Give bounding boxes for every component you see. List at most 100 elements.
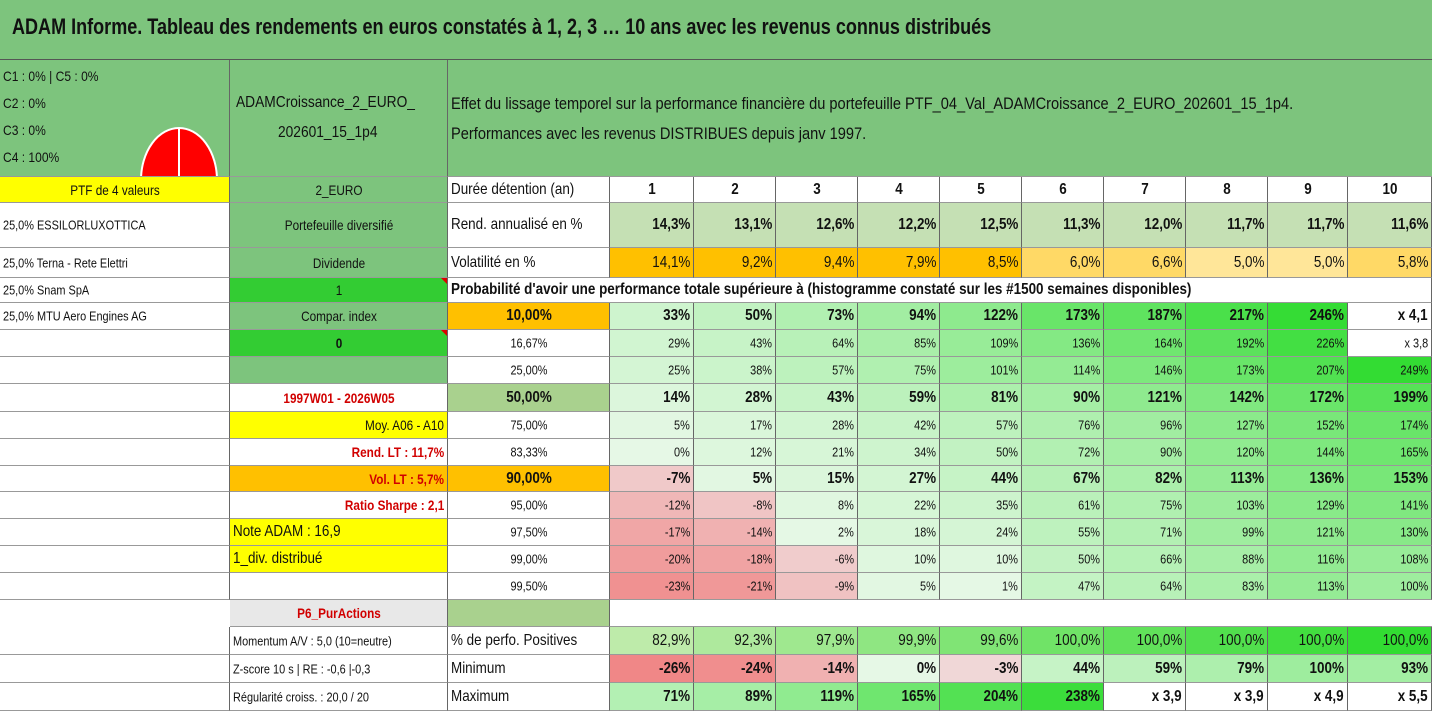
year-header[interactable]: 6 (1022, 177, 1104, 203)
quantile-value[interactable]: 75% (1104, 492, 1186, 519)
side-label[interactable]: Portefeuille diversifié (230, 203, 448, 248)
vol-value[interactable]: 8,5% (940, 248, 1022, 278)
quantile-value[interactable]: 164% (1104, 330, 1186, 357)
quantile-value[interactable]: 25% (610, 357, 694, 384)
rend-value[interactable]: 11,3% (1022, 203, 1104, 248)
quantile-value[interactable]: 121% (1268, 519, 1348, 546)
quantile-value[interactable]: 43% (694, 330, 776, 357)
empty-cell[interactable] (610, 600, 694, 627)
quantile-value[interactable]: 57% (776, 357, 858, 384)
minimum-value[interactable]: -14% (776, 655, 858, 683)
side-label[interactable]: 1997W01 - 2026W05 (230, 384, 448, 412)
quantile-value[interactable]: 172% (1268, 384, 1348, 412)
quantile-value[interactable]: 28% (776, 412, 858, 439)
maximum-value[interactable]: x 3,9 (1104, 683, 1186, 711)
quantile-value[interactable]: 15% (776, 466, 858, 492)
holding-row[interactable]: 25,0% ESSILORLUXOTTICA (0, 203, 230, 248)
quantile-value[interactable]: 14% (610, 384, 694, 412)
quantile-value[interactable]: 42% (858, 412, 940, 439)
quantile-value[interactable]: 43% (776, 384, 858, 412)
quantile-value[interactable]: 109% (940, 330, 1022, 357)
empty-cell[interactable] (0, 357, 230, 384)
quantile-value[interactable]: 113% (1268, 573, 1348, 600)
side-label[interactable]: 0 (230, 330, 448, 357)
minimum-value[interactable]: -24% (694, 655, 776, 683)
quantile-value[interactable]: 55% (1022, 519, 1104, 546)
quantile-value[interactable]: 17% (694, 412, 776, 439)
side-label[interactable]: 1 (230, 278, 448, 303)
empty-cell[interactable] (0, 466, 230, 492)
asset-classes-cell[interactable]: C1 : 0% | C5 : 0% C2 : 0% C3 : 0% C4 : 100% (0, 60, 230, 177)
year-header[interactable]: 9 (1268, 177, 1348, 203)
quantile-value[interactable]: 120% (1186, 439, 1268, 466)
minimum-value[interactable]: 79% (1186, 655, 1268, 683)
side-label[interactable]: Vol. LT : 5,7% (230, 466, 448, 492)
side-label[interactable]: Compar. index (230, 303, 448, 330)
year-header[interactable]: 7 (1104, 177, 1186, 203)
quantile-label[interactable]: 97,50% (448, 519, 610, 546)
empty-cell[interactable] (0, 546, 230, 573)
positive-value[interactable]: 82,9% (610, 627, 694, 655)
quantile-value[interactable]: 5% (610, 412, 694, 439)
quantile-value[interactable]: 85% (858, 330, 940, 357)
quantile-value[interactable]: 101% (940, 357, 1022, 384)
rend-value[interactable]: 12,5% (940, 203, 1022, 248)
quantile-label[interactable]: 75,00% (448, 412, 610, 439)
duration-label[interactable]: Durée détention (an) (448, 177, 610, 203)
quantile-value[interactable]: 165% (1348, 439, 1432, 466)
rend-value[interactable]: 12,0% (1104, 203, 1186, 248)
rend-value[interactable]: 11,7% (1186, 203, 1268, 248)
quantile-label[interactable]: 16,67% (448, 330, 610, 357)
maximum-value[interactable]: 238% (1022, 683, 1104, 711)
quantile-value[interactable]: 152% (1268, 412, 1348, 439)
quantile-label[interactable]: 90,00% (448, 466, 610, 492)
minimum-value[interactable]: -3% (940, 655, 1022, 683)
year-header[interactable]: 4 (858, 177, 940, 203)
quantile-value[interactable]: 94% (858, 303, 940, 330)
quantile-value[interactable]: 153% (1348, 466, 1432, 492)
quantile-value[interactable]: 57% (940, 412, 1022, 439)
quantile-value[interactable]: 28% (694, 384, 776, 412)
quantile-value[interactable]: 5% (858, 573, 940, 600)
quantile-value[interactable]: 217% (1186, 303, 1268, 330)
maximum-value[interactable]: x 4,9 (1268, 683, 1348, 711)
quantile-value[interactable]: 108% (1348, 546, 1432, 573)
vol-value[interactable]: 5,8% (1348, 248, 1432, 278)
quantile-value[interactable]: 226% (1268, 330, 1348, 357)
empty-cell[interactable] (0, 519, 230, 546)
quantile-value[interactable]: 127% (1186, 412, 1268, 439)
quantile-value[interactable]: 75% (858, 357, 940, 384)
side-label[interactable] (230, 573, 448, 600)
empty-cell[interactable] (1268, 600, 1348, 627)
quantile-value[interactable]: 246% (1268, 303, 1348, 330)
quantile-value[interactable]: -7% (610, 466, 694, 492)
quantile-value[interactable]: 121% (1104, 384, 1186, 412)
rend-label[interactable]: Rend. annualisé en % (448, 203, 610, 248)
maximum-value[interactable]: 165% (858, 683, 940, 711)
side-label[interactable]: Ratio Sharpe : 2,1 (230, 492, 448, 519)
maximum-value[interactable]: 204% (940, 683, 1022, 711)
quantile-value[interactable]: 187% (1104, 303, 1186, 330)
year-header[interactable]: 1 (610, 177, 694, 203)
year-header[interactable]: 10 (1348, 177, 1432, 203)
quantile-value[interactable]: 136% (1022, 330, 1104, 357)
quantile-value[interactable]: 61% (1022, 492, 1104, 519)
quantile-value[interactable]: 35% (940, 492, 1022, 519)
quantile-value[interactable]: 64% (1104, 573, 1186, 600)
quantile-value[interactable]: 8% (776, 492, 858, 519)
year-header[interactable]: 2 (694, 177, 776, 203)
quantile-value[interactable]: 2% (776, 519, 858, 546)
minimum-value[interactable]: 100% (1268, 655, 1348, 683)
quantile-value[interactable]: 24% (940, 519, 1022, 546)
empty-cell[interactable] (776, 600, 858, 627)
quantile-value[interactable]: 146% (1104, 357, 1186, 384)
quantile-value[interactable]: 130% (1348, 519, 1432, 546)
quantile-value[interactable]: 71% (1104, 519, 1186, 546)
quantile-value[interactable]: 100% (1348, 573, 1432, 600)
quantile-value[interactable]: -18% (694, 546, 776, 573)
maximum-value[interactable]: 89% (694, 683, 776, 711)
indicator-label[interactable]: Régularité croiss. : 20,0 / 20 (230, 683, 448, 711)
quantile-value[interactable]: 90% (1022, 384, 1104, 412)
rend-value[interactable]: 14,3% (610, 203, 694, 248)
quantile-value[interactable]: 67% (1022, 466, 1104, 492)
